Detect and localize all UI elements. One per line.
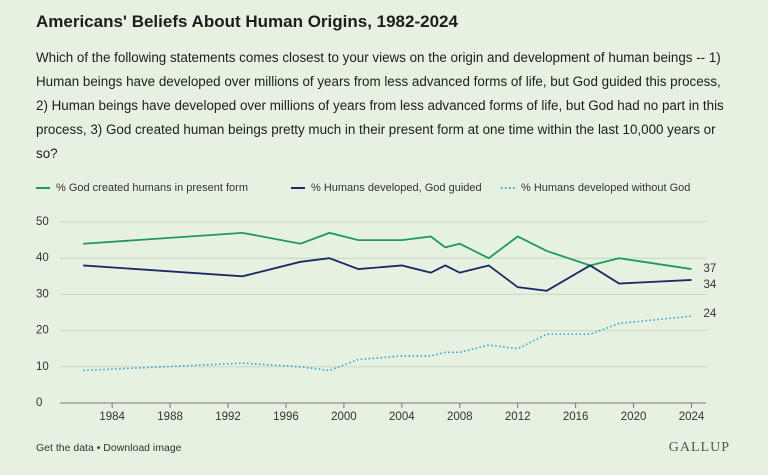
brand-logo: GALLUP bbox=[669, 440, 730, 455]
series-line bbox=[83, 315, 692, 372]
end-label: 24 bbox=[704, 308, 717, 320]
x-tick-label: 1984 bbox=[99, 411, 125, 423]
legend-label: % God created humans in present form bbox=[56, 182, 248, 194]
y-tick-label: 20 bbox=[36, 325, 49, 337]
x-tick-label: 2000 bbox=[331, 411, 357, 423]
y-tick-label: 40 bbox=[36, 252, 49, 264]
series-line bbox=[83, 257, 692, 292]
x-tick-label: 1992 bbox=[215, 411, 241, 423]
chart-subtitle: Which of the following statements comes … bbox=[36, 50, 724, 161]
end-label: 34 bbox=[704, 279, 717, 291]
x-tick-label: 1996 bbox=[273, 411, 299, 423]
legend-label: % Humans developed, God guided bbox=[311, 182, 482, 194]
legend-label: % Humans developed without God bbox=[521, 182, 690, 194]
x-tick-label: 2004 bbox=[389, 411, 415, 423]
y-tick-label: 10 bbox=[36, 361, 49, 373]
footer-links[interactable]: Get the data • Download image bbox=[36, 442, 182, 454]
end-label: 37 bbox=[704, 263, 717, 275]
x-tick-label: 2012 bbox=[505, 411, 531, 423]
chart-title: Americans' Beliefs About Human Origins, … bbox=[36, 12, 458, 31]
y-tick-label: 30 bbox=[36, 288, 49, 300]
x-tick-label: 2016 bbox=[563, 411, 589, 423]
x-tick-label: 1988 bbox=[157, 411, 183, 423]
series-line bbox=[83, 231, 692, 270]
y-tick-label: 50 bbox=[36, 216, 49, 228]
x-tick-label: 2008 bbox=[447, 411, 473, 423]
x-tick-label: 2020 bbox=[621, 411, 647, 423]
y-tick-label: 0 bbox=[36, 397, 42, 409]
x-tick-label: 2024 bbox=[679, 411, 705, 423]
